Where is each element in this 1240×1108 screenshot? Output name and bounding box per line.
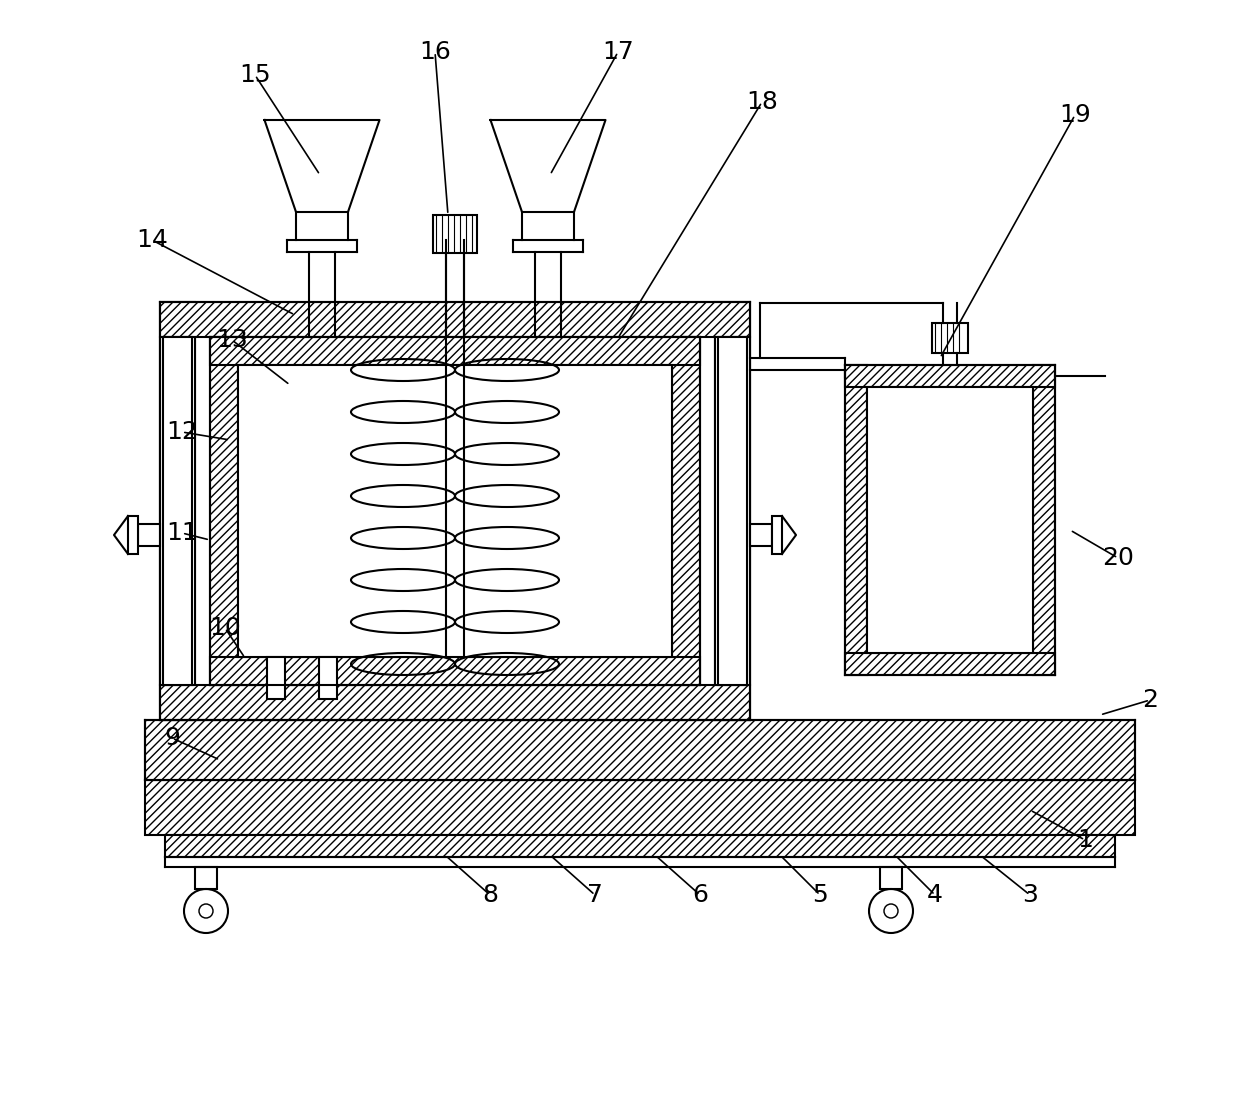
Text: 4: 4 (928, 883, 942, 907)
Text: 17: 17 (603, 40, 634, 64)
Text: 18: 18 (746, 90, 777, 114)
Bar (844, 653, 1055, 675)
Text: 10: 10 (210, 616, 241, 640)
Text: 2: 2 (1142, 688, 1158, 712)
Bar (267, 657, 285, 699)
Bar (844, 365, 867, 675)
Bar (932, 324, 968, 353)
Bar (672, 337, 701, 685)
Bar (880, 866, 901, 889)
Bar (1033, 365, 1055, 675)
Bar (165, 835, 1115, 856)
Bar (195, 866, 217, 889)
Bar (128, 516, 138, 554)
Text: 3: 3 (1022, 883, 1038, 907)
Bar (138, 524, 160, 546)
Text: 19: 19 (1059, 103, 1091, 127)
Bar (210, 657, 701, 685)
Text: 11: 11 (166, 521, 198, 545)
Bar (160, 685, 750, 720)
Bar (160, 302, 750, 337)
Bar (319, 657, 337, 699)
Bar (160, 302, 195, 720)
Text: 7: 7 (587, 883, 603, 907)
Bar (160, 337, 195, 685)
Bar (145, 780, 1135, 835)
Text: 14: 14 (136, 228, 167, 252)
Text: 16: 16 (419, 40, 451, 64)
Bar (715, 337, 750, 685)
Text: 6: 6 (692, 883, 708, 907)
Text: 8: 8 (482, 883, 498, 907)
Bar (715, 302, 750, 720)
Bar (210, 337, 701, 365)
Bar (844, 365, 1055, 387)
Bar (718, 337, 746, 685)
Bar (145, 720, 1135, 780)
Text: 20: 20 (1102, 546, 1133, 570)
Text: 12: 12 (166, 420, 198, 444)
Bar (773, 516, 782, 554)
Bar (433, 215, 477, 253)
Text: 5: 5 (812, 883, 828, 907)
Bar (750, 524, 773, 546)
Bar (867, 387, 1033, 653)
Text: 13: 13 (216, 328, 248, 352)
Text: 1: 1 (1078, 828, 1092, 852)
Bar (238, 365, 672, 657)
Text: 15: 15 (239, 63, 270, 88)
Bar (162, 337, 192, 685)
Bar (210, 337, 238, 685)
Text: 9: 9 (164, 726, 180, 750)
